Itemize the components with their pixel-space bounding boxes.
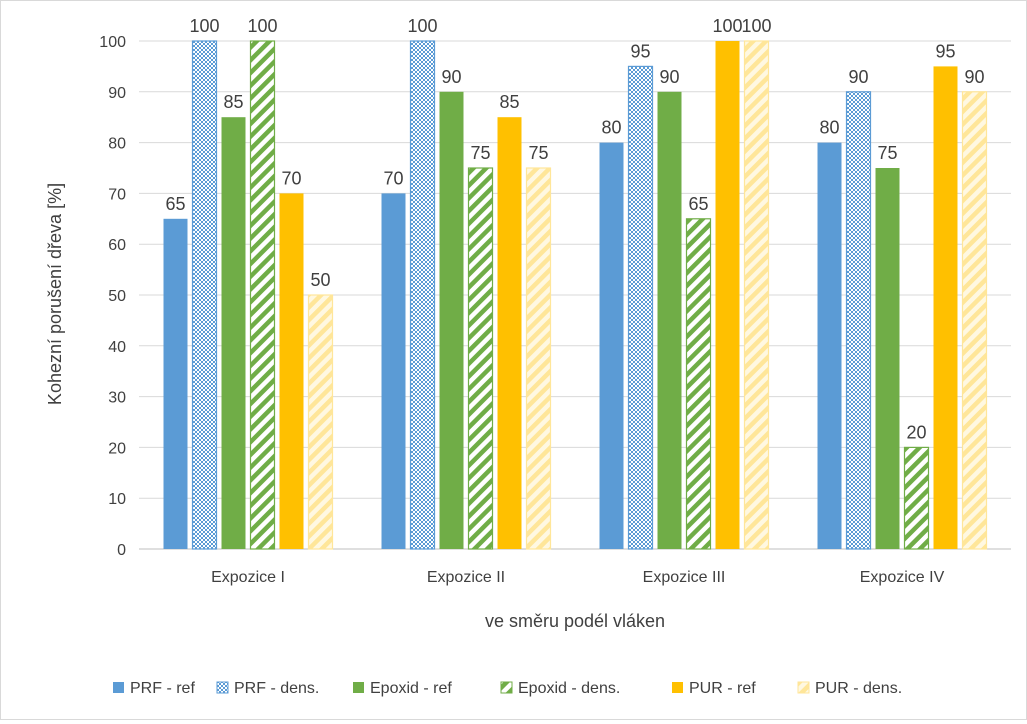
legend-swatch — [216, 681, 229, 694]
data-label: 20 — [906, 422, 926, 442]
y-tick-label: 80 — [108, 136, 126, 153]
legend-swatch — [797, 681, 810, 694]
data-label: 95 — [630, 41, 650, 61]
y-tick-label: 0 — [117, 542, 126, 559]
data-label: 90 — [659, 67, 679, 87]
data-label: 75 — [528, 143, 548, 163]
x-tick-label: Expozice IV — [860, 569, 945, 586]
y-tick-label: 100 — [99, 34, 126, 51]
data-labels: 6510085100705070100907585758095906510010… — [165, 16, 984, 442]
data-label: 85 — [499, 92, 519, 112]
bar — [439, 91, 464, 550]
data-label: 90 — [964, 67, 984, 87]
data-label: 80 — [819, 118, 839, 138]
data-label: 65 — [165, 194, 185, 214]
legend-label: PUR - ref — [689, 680, 756, 697]
x-tick-label: Expozice II — [427, 569, 505, 586]
y-axis: 0 10 20 30 40 50 60 70 80 90 100 — [99, 34, 126, 559]
bar — [307, 294, 334, 550]
bar — [163, 218, 188, 550]
bar — [817, 142, 842, 549]
legend-swatch — [353, 682, 364, 693]
legend-label: Epoxid - ref — [370, 680, 452, 697]
bar — [221, 117, 246, 549]
bar — [409, 40, 436, 550]
y-tick-label: 60 — [108, 237, 126, 254]
bar — [279, 193, 304, 549]
y-tick-label: 20 — [108, 440, 126, 457]
bar — [933, 66, 958, 550]
data-label: 70 — [383, 168, 403, 188]
data-label: 90 — [848, 67, 868, 87]
y-tick-label: 90 — [108, 85, 126, 102]
legend-swatch — [500, 681, 513, 694]
legend-label: PUR - dens. — [815, 680, 902, 697]
data-label: 100 — [407, 16, 437, 36]
data-label: 75 — [470, 143, 490, 163]
data-label: 95 — [935, 41, 955, 61]
bar — [599, 142, 624, 549]
bar — [191, 40, 218, 550]
bar — [875, 168, 900, 549]
legend-swatch — [113, 682, 124, 693]
bar — [627, 65, 654, 550]
data-label: 100 — [247, 16, 277, 36]
legend-swatch — [672, 682, 683, 693]
bar — [525, 167, 552, 550]
x-axis: Expozice I Expozice II Expozice III Expozic… — [211, 569, 944, 586]
data-label: 100 — [712, 16, 742, 36]
legend-label: Epoxid - dens. — [518, 680, 620, 697]
x-axis-title: ve směru podél vláken — [485, 611, 665, 631]
bar — [381, 193, 406, 549]
x-tick-label: Expozice III — [643, 569, 726, 586]
data-label: 50 — [310, 270, 330, 290]
x-tick-label: Expozice I — [211, 569, 285, 586]
legend-label: PRF - dens. — [234, 680, 319, 697]
y-axis-title: Kohezní porušení dřeva [%] — [45, 183, 65, 405]
data-label: 75 — [877, 143, 897, 163]
bar — [497, 117, 522, 549]
bar — [467, 167, 494, 550]
data-label: 100 — [189, 16, 219, 36]
y-tick-label: 10 — [108, 491, 126, 508]
bars — [163, 40, 988, 550]
data-label: 80 — [601, 118, 621, 138]
bar — [743, 40, 770, 550]
bar — [715, 41, 740, 549]
data-label: 65 — [688, 194, 708, 214]
data-label: 85 — [223, 92, 243, 112]
bar — [903, 446, 930, 550]
y-tick-label: 70 — [108, 186, 126, 203]
bar — [657, 91, 682, 550]
bar — [845, 91, 872, 550]
legend-label: PRF - ref — [130, 680, 195, 697]
y-tick-label: 40 — [108, 339, 126, 356]
data-label: 70 — [281, 168, 301, 188]
bar — [249, 40, 276, 550]
legend: PRF - ref PRF - dens. Epoxid - ref Epoxid -… — [113, 680, 902, 697]
y-tick-label: 30 — [108, 390, 126, 407]
data-label: 100 — [741, 16, 771, 36]
data-label: 90 — [441, 67, 461, 87]
y-tick-label: 50 — [108, 288, 126, 305]
bar — [685, 218, 712, 550]
bar — [961, 91, 988, 550]
